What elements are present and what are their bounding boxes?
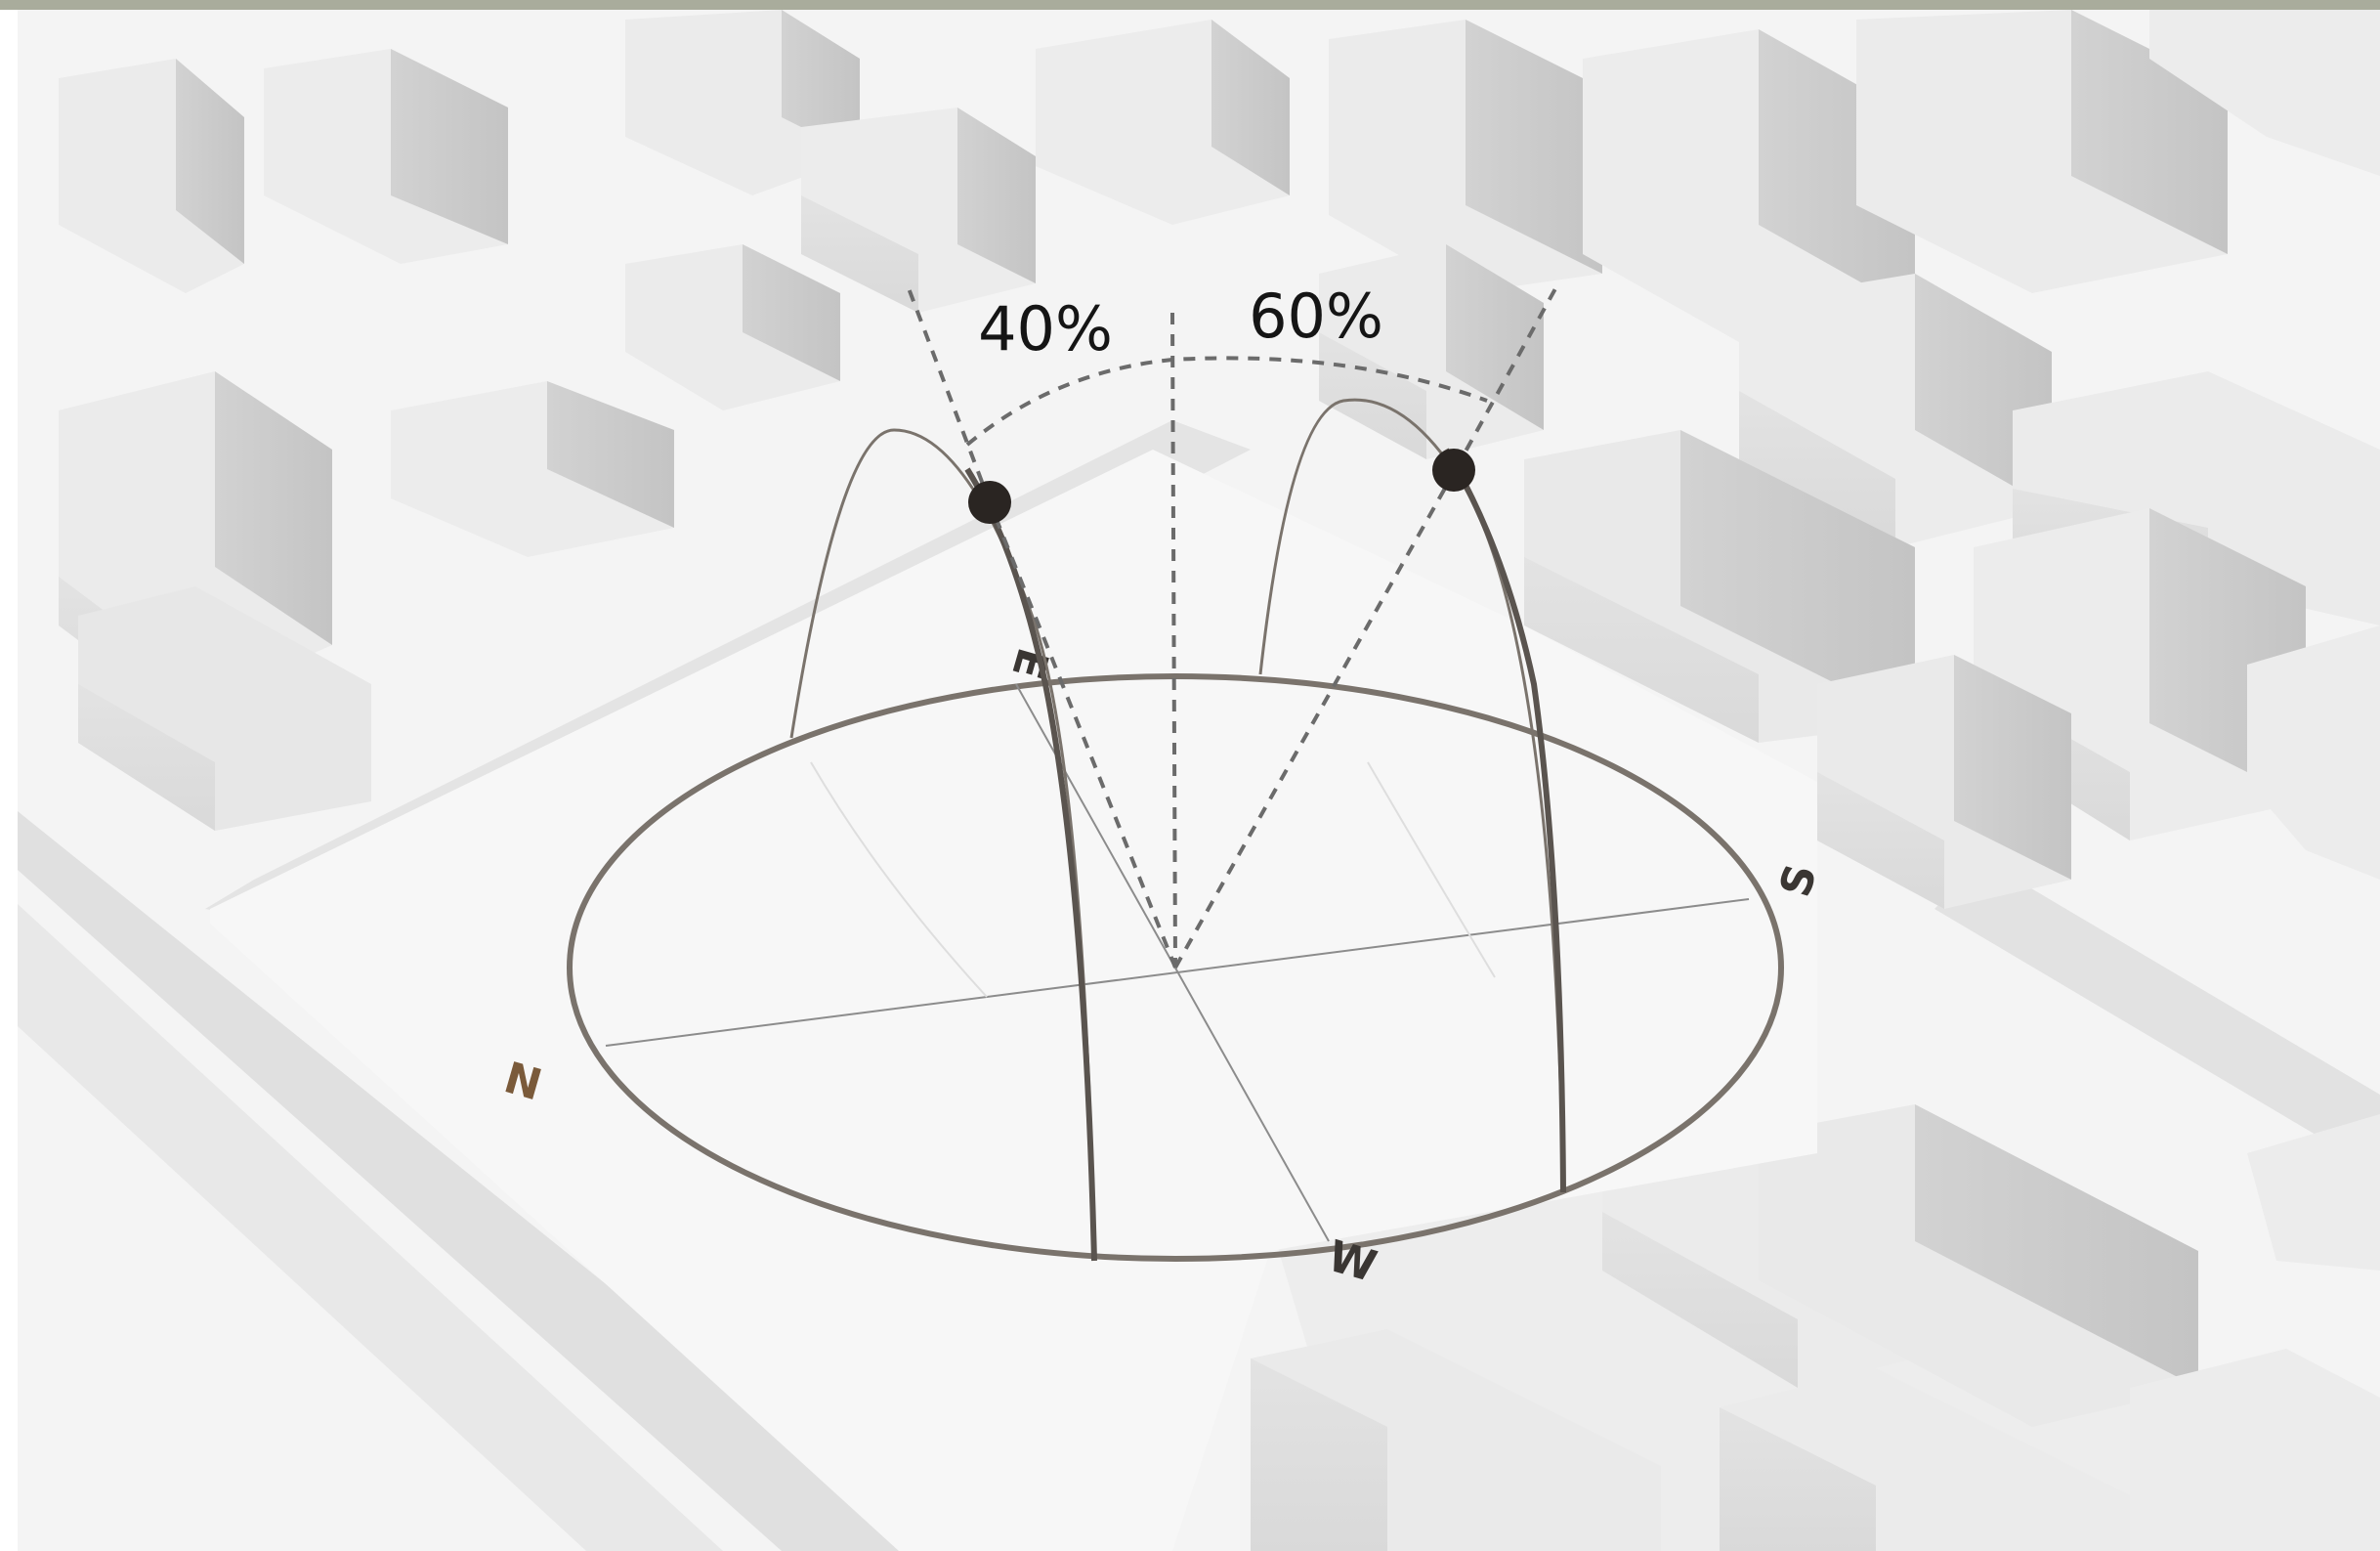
building (1319, 244, 1544, 459)
building (2247, 1114, 2380, 1271)
left-sun-ray (988, 501, 1177, 969)
building (801, 108, 1036, 313)
zenith-line (1170, 312, 1177, 969)
city-blocks (59, 10, 2380, 1551)
left-angle-percentage: 40% (978, 293, 1113, 365)
angle-arc (965, 356, 1488, 447)
building (2149, 10, 2380, 176)
right-ray-extension (1454, 282, 1560, 470)
building (625, 244, 840, 410)
building (1759, 1104, 2198, 1427)
horizon-ring (567, 673, 1784, 1262)
building (1583, 29, 1915, 342)
building (264, 49, 508, 264)
building (2130, 1349, 2380, 1551)
sun-path-arc-right-highlight (1443, 448, 1566, 1193)
building (1251, 1329, 1661, 1551)
site-plaza (210, 450, 1817, 1551)
left-margin (0, 10, 18, 1551)
left-ray-extension (907, 287, 992, 503)
building (1817, 655, 2071, 909)
building (1036, 20, 1290, 225)
sun-marker-left (968, 481, 1011, 524)
building (78, 586, 371, 831)
right-sun-ray (1173, 468, 1458, 969)
sun-marker-right (1432, 449, 1475, 492)
top-border-strip (0, 0, 2380, 10)
building (1739, 274, 2052, 547)
building (1329, 20, 1602, 293)
angle-guides (907, 282, 1560, 969)
building (1524, 430, 1915, 743)
building (391, 381, 674, 557)
right-angle-percentage: 60% (1249, 280, 1383, 352)
building (59, 59, 244, 293)
sun-markers (968, 449, 1475, 524)
building (2247, 625, 2380, 880)
building (1720, 1368, 2149, 1551)
